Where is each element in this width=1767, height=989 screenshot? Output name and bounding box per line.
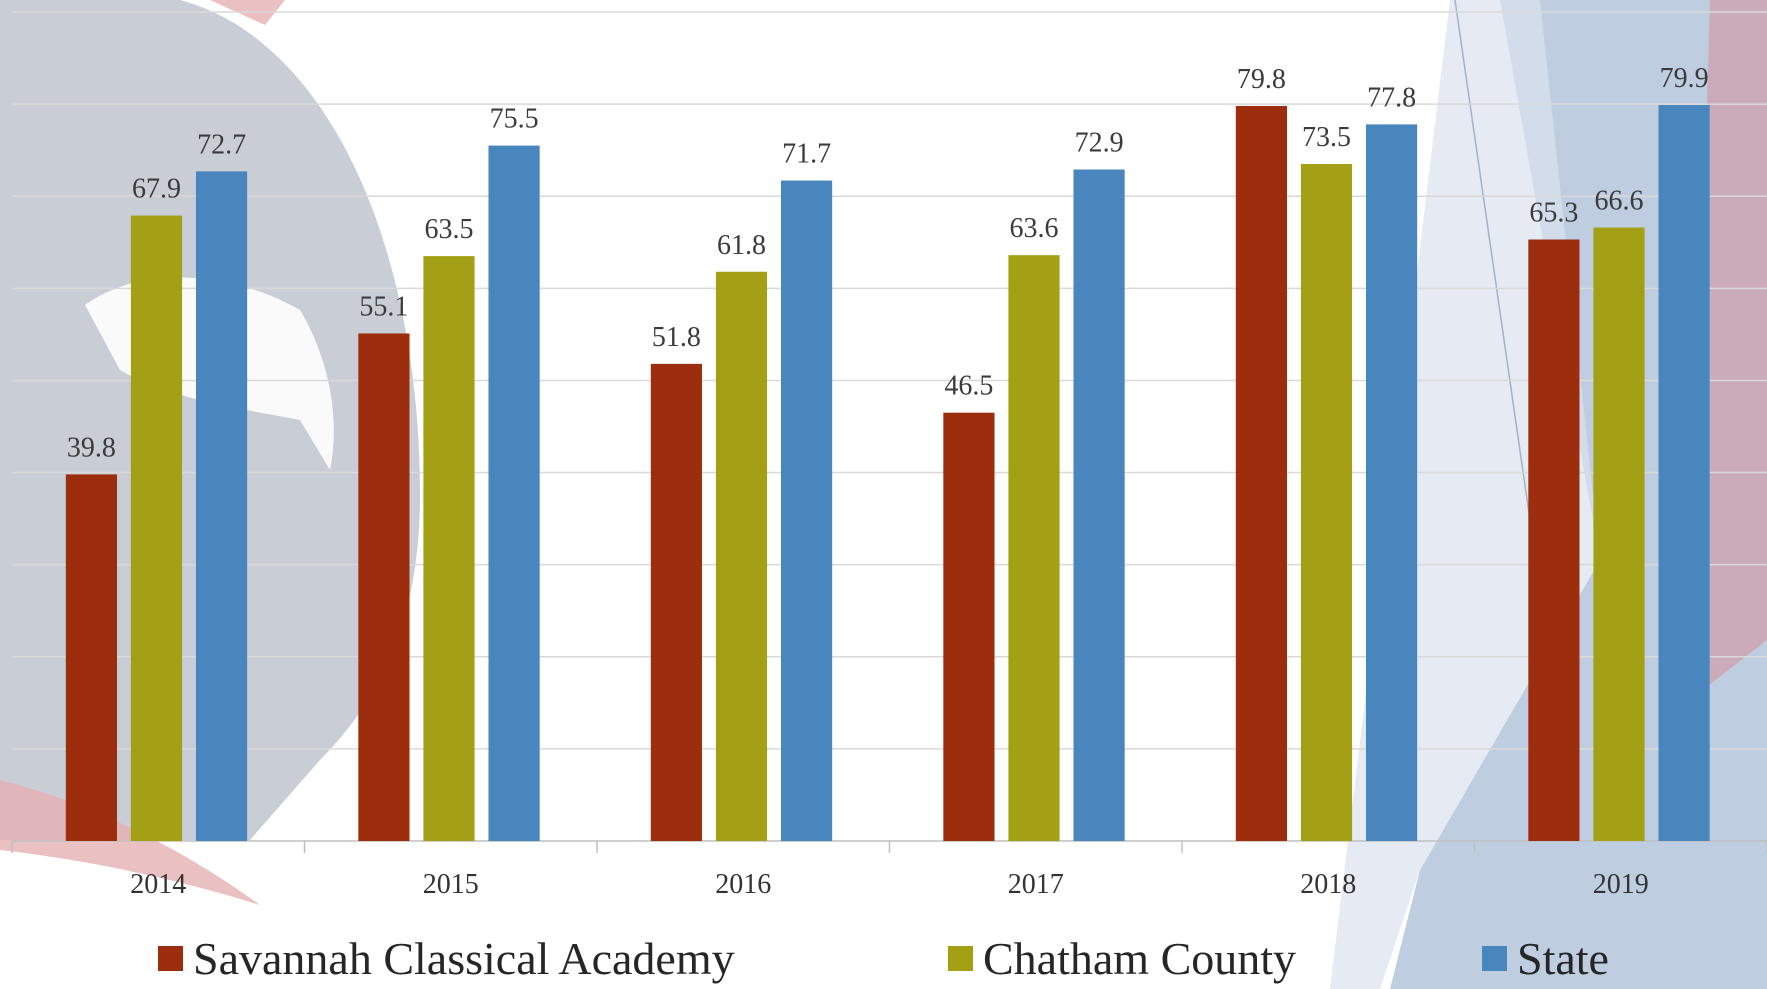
bar	[65, 474, 118, 841]
bar	[1235, 105, 1288, 842]
bar	[943, 412, 995, 841]
bar	[488, 145, 540, 842]
legend-item-chatham: Chatham County	[948, 928, 1296, 989]
gridlines	[12, 11, 1767, 750]
bar	[1593, 227, 1645, 842]
background-red-swoosh	[0, 780, 260, 905]
bar	[358, 333, 410, 841]
data-label: 61.8	[717, 230, 766, 261]
legend-swatch-chatham	[948, 946, 973, 971]
data-label: 73.5	[1302, 122, 1351, 153]
bars	[65, 105, 1710, 842]
x-tick-label: 2019	[1593, 869, 1649, 900]
data-label: 75.5	[490, 104, 539, 135]
data-label: 72.7	[197, 129, 246, 160]
x-tick-label: 2015	[423, 869, 479, 900]
bar	[1008, 255, 1060, 841]
data-label: 67.9	[132, 174, 181, 205]
data-label: 46.5	[944, 371, 993, 402]
data-label: 51.8	[652, 322, 701, 353]
legend-label-savannah: Savannah Classical Academy	[193, 933, 735, 984]
legend-swatch-state	[1482, 946, 1507, 971]
bar	[423, 256, 475, 841]
x-tick-label: 2014	[130, 869, 186, 900]
data-label: 63.5	[424, 214, 473, 245]
bar	[1073, 169, 1125, 841]
x-tick-label: 2017	[1008, 869, 1064, 900]
legend-swatch-savannah	[158, 946, 183, 971]
bar	[650, 363, 703, 841]
data-label: 77.8	[1367, 82, 1416, 113]
bar	[715, 271, 768, 842]
bar	[1528, 239, 1580, 841]
legend-item-savannah: Savannah Classical Academy	[158, 928, 735, 989]
bar	[1658, 105, 1710, 841]
legend-item-state: State	[1482, 928, 1609, 989]
data-label: 65.3	[1529, 198, 1578, 229]
data-label: 71.7	[782, 139, 831, 170]
data-label: 39.8	[67, 432, 116, 463]
value-labels: 39.8 67.9 72.7 55.1 63.5 75.5 51.8 61.8 71.7 46.5…	[67, 63, 1709, 463]
bar	[780, 180, 833, 841]
data-label: 66.6	[1594, 186, 1643, 217]
x-tick-label: 2016	[715, 869, 771, 900]
bar	[1365, 124, 1418, 842]
data-label: 55.1	[359, 291, 408, 322]
background-thin-line	[1454, 0, 1531, 521]
data-label: 79.9	[1660, 63, 1709, 94]
x-tick-label: 2018	[1300, 869, 1356, 900]
x-axis: 2014 2015 2016 2017 2018 2019	[11, 840, 1767, 900]
bar	[195, 171, 248, 841]
data-label: 63.6	[1009, 213, 1058, 244]
bar	[130, 215, 183, 841]
legend: Savannah Classical Academy Chatham Count…	[0, 928, 1767, 989]
data-label: 79.8	[1237, 64, 1286, 95]
bar	[1300, 163, 1353, 841]
legend-label-state: State	[1517, 933, 1609, 984]
legend-label-chatham: Chatham County	[983, 933, 1297, 984]
data-label: 72.9	[1075, 128, 1124, 159]
